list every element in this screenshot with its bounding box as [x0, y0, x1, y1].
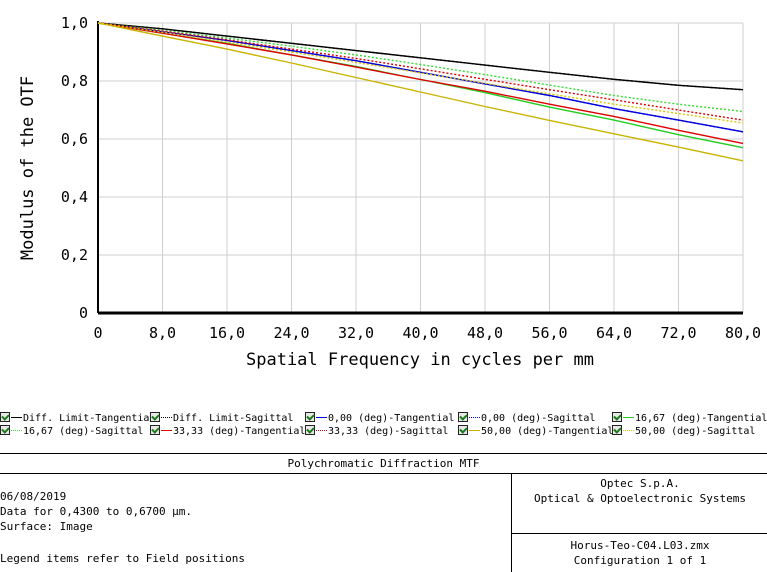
legend-item[interactable]: 0,00 (deg)-Sagittal [458, 412, 595, 425]
chart-axes [97, 21, 743, 315]
checkbox-icon[interactable] [458, 425, 468, 435]
legend-label: 0,00 (deg)-Sagittal [481, 413, 596, 424]
legend-item[interactable]: 16,67 (deg)-Tangential [612, 412, 767, 425]
company-description: Optical & Optoelectronic Systems [534, 492, 746, 505]
checkbox-icon[interactable] [305, 425, 315, 435]
x-tick-labels: 0 8,0 16,0 24,0 32,0 40,0 48,0 56,0 64,0 72,0 80,0 [93, 324, 761, 342]
line-swatch-icon [161, 430, 172, 431]
legend-label: 50,00 (deg)-Tangential [481, 426, 614, 437]
legend-label: 0,00 (deg)-Tangential [328, 413, 455, 424]
legend-item[interactable]: Diff. Limit-Tangential [0, 412, 155, 425]
company-name: Optec S.p.A. [600, 477, 680, 490]
line-swatch-icon [161, 417, 172, 418]
x-tick-label: 56,0 [531, 324, 567, 342]
y-axis-label: Modulus of the OTF [18, 76, 38, 260]
chart-series [97, 22, 744, 162]
legend-item[interactable]: 33,33 (deg)-Tangential [150, 425, 305, 438]
legend-item[interactable]: 0,00 (deg)-Tangential [305, 412, 454, 425]
checkbox-icon[interactable] [0, 425, 10, 435]
series-line [97, 22, 744, 145]
legend-label: Diff. Limit-Tangential [23, 413, 156, 424]
legend-label: 16,67 (deg)-Tangential [635, 413, 767, 424]
surface-text: Surface: Image [0, 520, 93, 533]
legend-label: 33,33 (deg)-Sagittal [328, 426, 449, 437]
y-tick-label: 0,8 [61, 72, 88, 90]
legend-item[interactable]: 50,00 (deg)-Sagittal [612, 425, 755, 438]
company-block: Optec S.p.A. Optical & Optoelectronic Sy… [512, 474, 767, 534]
series-line [97, 22, 744, 124]
checkbox-icon[interactable] [150, 412, 160, 422]
series-line [97, 22, 744, 162]
checkbox-icon[interactable] [612, 412, 622, 422]
file-block: Horus-Teo-C04.L03.zmx Configuration 1 of… [512, 533, 767, 572]
legend-label: 33,33 (deg)-Tangential [173, 426, 306, 437]
legend-label: 16,67 (deg)-Sagittal [23, 426, 144, 437]
chart-grid [97, 22, 744, 314]
x-axis-label: Spatial Frequency in cycles per mm [246, 350, 594, 370]
x-tick-label: 64,0 [596, 324, 632, 342]
checkbox-icon[interactable] [458, 412, 468, 422]
line-swatch-icon [316, 430, 327, 431]
x-tick-label: 8,0 [149, 324, 176, 342]
x-tick-label: 0 [93, 324, 102, 342]
legend-item[interactable]: 33,33 (deg)-Sagittal [305, 425, 448, 438]
analysis-title: Polychromatic Diffraction MTF [0, 454, 767, 474]
y-tick-label: 0,6 [61, 130, 88, 148]
line-swatch-icon [11, 417, 22, 418]
legend-item[interactable]: 50,00 (deg)-Tangential [458, 425, 613, 438]
wavelength-range-text: Data for 0,4300 to 0,6700 µm. [0, 505, 193, 518]
x-tick-label: 72,0 [660, 324, 696, 342]
y-tick-label: 0,2 [61, 246, 88, 264]
y-tick-label: 1,0 [61, 14, 88, 32]
legend-item[interactable]: 16,67 (deg)-Sagittal [0, 425, 143, 438]
mtf-chart: 0 8,0 16,0 24,0 32,0 40,0 48,0 56,0 64,0 72,0 80,0… [18, 14, 761, 370]
line-swatch-icon [469, 417, 480, 418]
checkbox-icon[interactable] [0, 412, 10, 422]
configuration-text: Configuration 1 of 1 [573, 554, 707, 567]
x-tick-label: 24,0 [273, 324, 309, 342]
file-name: Horus-Teo-C04.L03.zmx [570, 539, 710, 552]
series-line [97, 22, 744, 113]
line-swatch-icon [316, 417, 327, 418]
x-tick-label: 32,0 [338, 324, 374, 342]
y-tick-label: 0 [79, 304, 88, 322]
series-line [97, 22, 744, 121]
x-tick-label: 80,0 [725, 324, 761, 342]
legend-label: 50,00 (deg)-Sagittal [635, 426, 756, 437]
checkbox-icon[interactable] [305, 412, 315, 422]
legend: Diff. Limit-Tangential Diff. Limit-Sagitt… [0, 412, 767, 438]
series-line [97, 22, 744, 91]
y-tick-labels: 0 0,2 0,4 0,6 0,8 1,0 [61, 14, 88, 322]
x-tick-label: 40,0 [402, 324, 438, 342]
info-details: 06/08/2019 Data for 0,4300 to 0,6700 µm.… [0, 474, 510, 572]
line-swatch-icon [469, 430, 480, 431]
line-swatch-icon [623, 417, 634, 418]
line-swatch-icon [623, 430, 634, 431]
checkbox-icon[interactable] [150, 425, 160, 435]
info-panel: Polychromatic Diffraction MTF 06/08/2019… [0, 453, 767, 572]
x-tick-label: 16,0 [209, 324, 245, 342]
info-right-panel: Optec S.p.A. Optical & Optoelectronic Sy… [511, 474, 767, 572]
legend-label: Diff. Limit-Sagittal [173, 413, 294, 424]
legend-note-text: Legend items refer to Field positions [0, 552, 246, 565]
line-swatch-icon [11, 430, 22, 431]
date-text: 06/08/2019 [0, 490, 67, 503]
legend-item[interactable]: Diff. Limit-Sagittal [150, 412, 293, 425]
x-tick-label: 48,0 [467, 324, 503, 342]
checkbox-icon[interactable] [612, 425, 622, 435]
y-tick-label: 0,4 [61, 188, 88, 206]
